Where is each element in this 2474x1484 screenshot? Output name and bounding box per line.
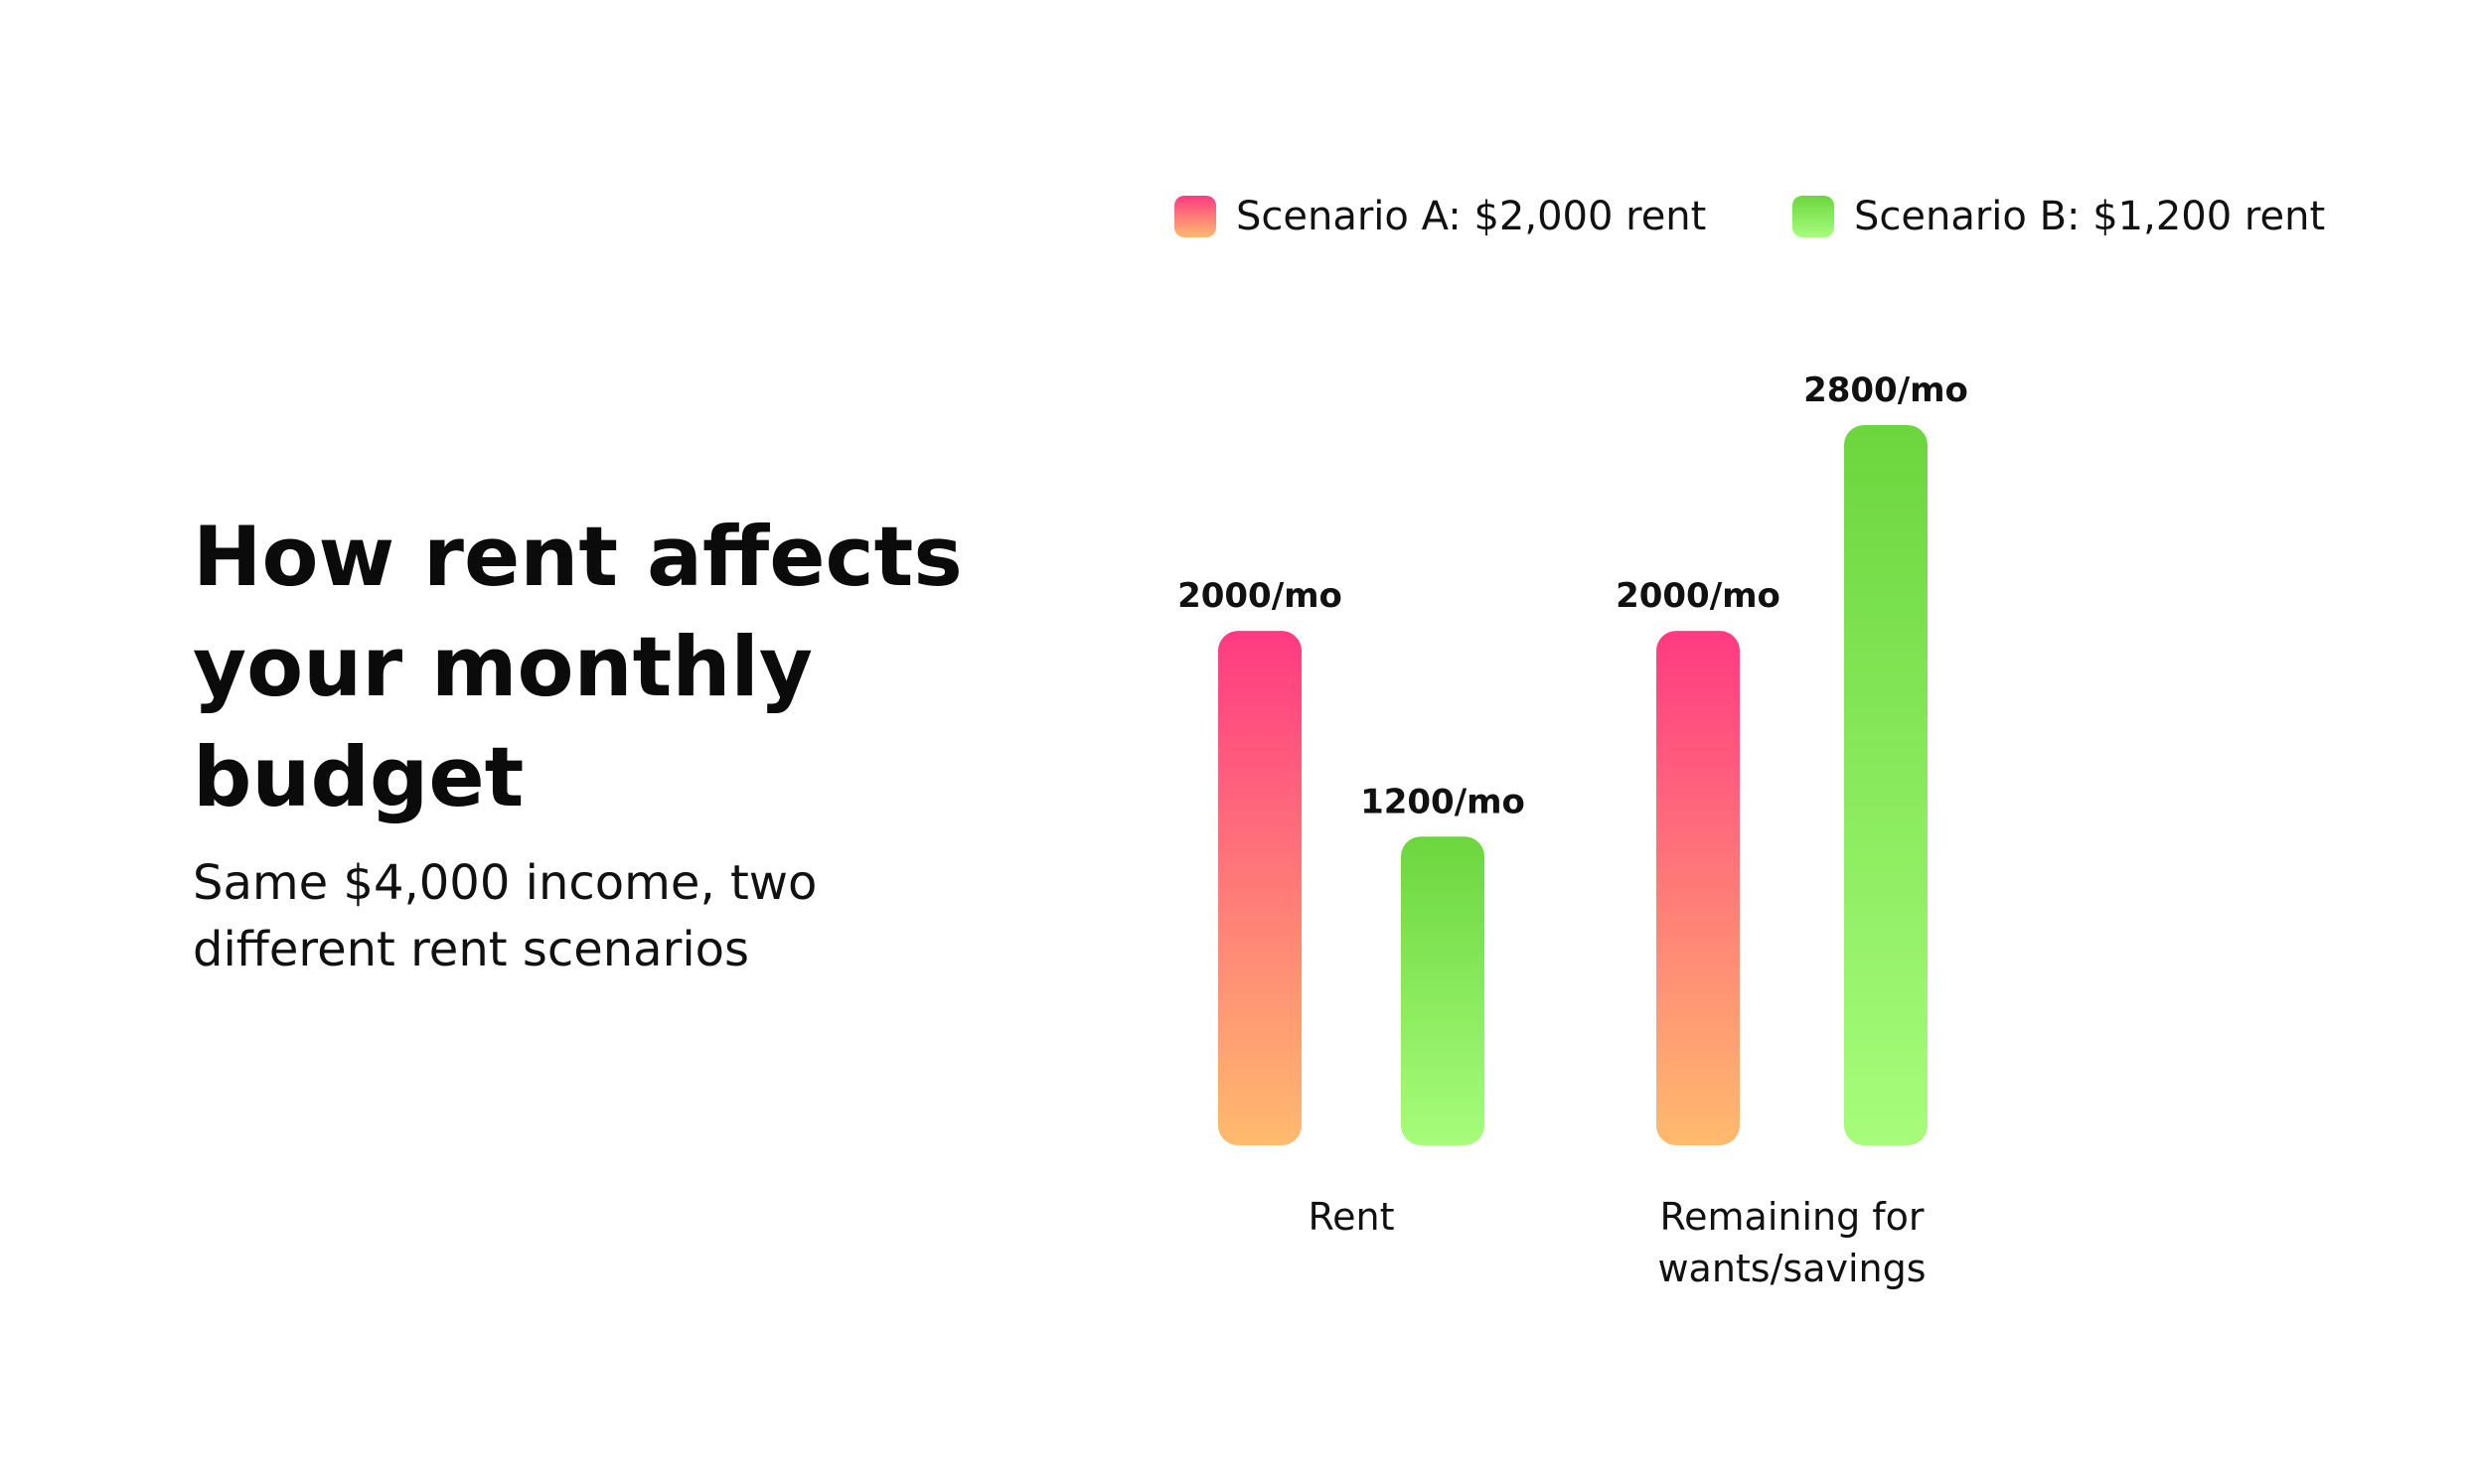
category-labels: Rent Remaining for wants/savings: [1308, 1195, 1926, 1290]
bar: [1218, 631, 1302, 1145]
chart-title: How rent affects your monthly budget: [193, 509, 963, 825]
data-label: 2800/mo: [1803, 371, 1968, 410]
chart-subtitle: Same $4,000 income, two different rent s…: [193, 855, 818, 977]
data-label: 2000/mo: [1616, 576, 1780, 616]
bars-group: [1218, 425, 1928, 1145]
bar: [1401, 836, 1484, 1145]
legend-label: Scenario B: $1,200 rent: [1854, 194, 2325, 239]
title-block: How rent affects your monthly budget Sam…: [193, 502, 1007, 983]
legend-label: Scenario A: $2,000 rent: [1236, 194, 1706, 239]
data-label: 2000/mo: [1177, 576, 1342, 616]
legend-item: Scenario A: $2,000 rent: [1174, 194, 1706, 239]
legend-swatch: [1792, 196, 1834, 237]
bar: [1844, 425, 1928, 1145]
value-labels: 2000/mo 1200/mo 2000/mo 2800/mo: [1177, 371, 1968, 821]
bar: [1656, 631, 1740, 1145]
data-label: 1200/mo: [1360, 782, 1525, 821]
category-label: Remaining for wants/savings: [1657, 1195, 1926, 1290]
legend: Scenario A: $2,000 rent Scenario B: $1,20…: [1174, 194, 2325, 239]
legend-item: Scenario B: $1,200 rent: [1792, 194, 2325, 239]
legend-swatch: [1174, 196, 1216, 237]
category-label: Rent: [1308, 1195, 1394, 1239]
